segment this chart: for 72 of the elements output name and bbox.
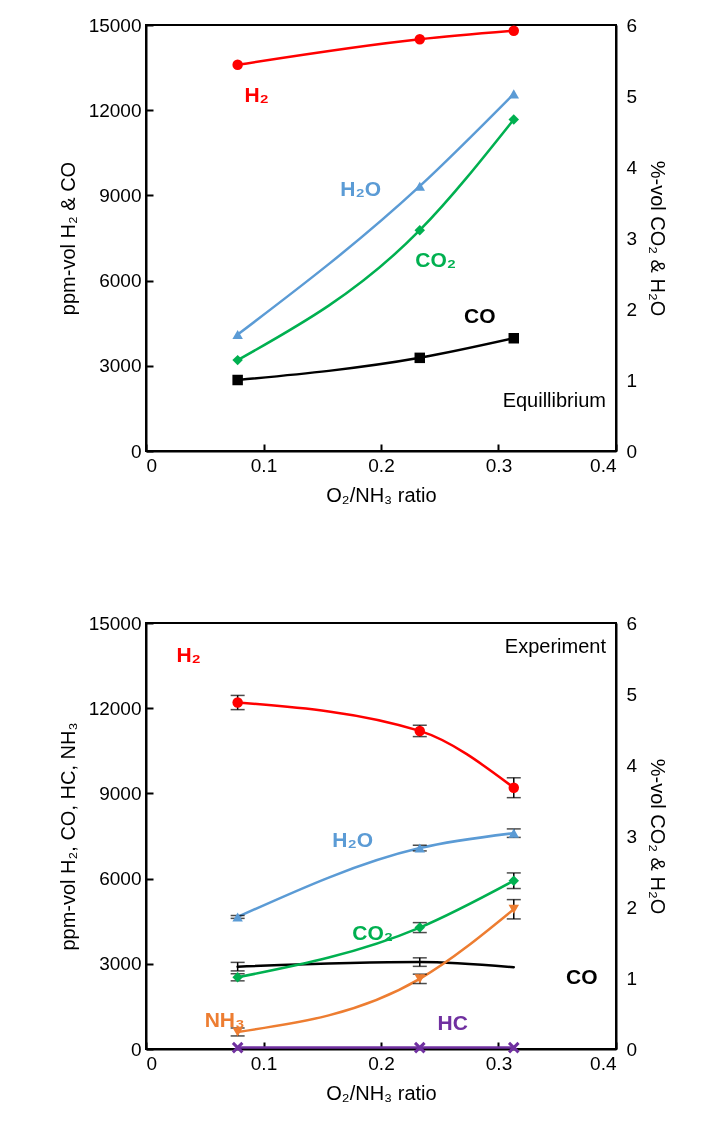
y-tick-label: 6000 bbox=[99, 868, 142, 890]
point bbox=[414, 33, 426, 45]
series-label: CO bbox=[464, 304, 496, 328]
y2-tick-label: 6 bbox=[626, 14, 638, 36]
series-label: HC bbox=[437, 1010, 468, 1034]
series-label: CO₂ bbox=[352, 920, 394, 944]
x-axis-title: O₂/NH₃ ratio bbox=[326, 483, 437, 506]
annotation: Equillibrium bbox=[502, 389, 606, 411]
y-tick-label: 12000 bbox=[88, 697, 142, 719]
y2-tick-label: 3 bbox=[626, 825, 638, 847]
x-axis-title: O₂/NH₃ ratio bbox=[326, 1081, 437, 1104]
y2-tick-label: 0 bbox=[626, 440, 638, 462]
point bbox=[508, 114, 520, 125]
point bbox=[414, 352, 426, 364]
y2-tick-label: 4 bbox=[626, 156, 638, 178]
point bbox=[508, 333, 520, 344]
y2-tick-label: 1 bbox=[626, 967, 638, 989]
y-axis-title: ppm-vol H₂, CO, HC, NH₃ bbox=[56, 722, 79, 951]
y2-tick-label: 1 bbox=[626, 369, 638, 391]
y2-tick-label: 0 bbox=[626, 1038, 638, 1060]
series-label: CO₂ bbox=[415, 248, 457, 272]
y2-tick-label: 4 bbox=[626, 754, 638, 776]
y-tick-label: 12000 bbox=[88, 99, 142, 121]
x-tick-label: 0.1 bbox=[250, 1052, 278, 1074]
point bbox=[508, 782, 520, 793]
y-axis-title: ppm-vol H₂ & CO bbox=[56, 161, 79, 316]
point bbox=[508, 25, 520, 36]
y2-tick-label: 2 bbox=[626, 298, 638, 320]
series-label: NH₃ bbox=[204, 1007, 245, 1031]
y-tick-label: 9000 bbox=[99, 184, 142, 206]
point bbox=[507, 1041, 521, 1054]
point bbox=[414, 181, 426, 191]
y2-tick-label: 5 bbox=[626, 683, 638, 705]
x-tick-label: 0.3 bbox=[485, 454, 513, 476]
point bbox=[413, 1041, 427, 1054]
y-tick-label: 3000 bbox=[99, 355, 142, 377]
series-label: H₂ bbox=[244, 82, 269, 106]
x-tick-label: 0.1 bbox=[250, 454, 278, 476]
y2-axis-title: %-vol CO₂ & H₂O bbox=[647, 160, 670, 317]
point bbox=[508, 875, 520, 886]
y-tick-label: 9000 bbox=[99, 782, 142, 804]
point bbox=[232, 374, 243, 386]
text: H₂ bbox=[176, 642, 201, 666]
point bbox=[508, 904, 520, 914]
series-label: H₂O bbox=[340, 177, 382, 201]
y2-tick-label: 3 bbox=[626, 227, 638, 249]
x-tick-label: 0.3 bbox=[485, 1052, 513, 1074]
point bbox=[232, 354, 243, 366]
y-tick-label: 6000 bbox=[99, 270, 142, 292]
y2-tick-label: 2 bbox=[626, 896, 638, 918]
y-tick-label: 0 bbox=[130, 440, 142, 462]
point bbox=[231, 1041, 244, 1054]
x-tick-label: 0.4 bbox=[590, 454, 617, 476]
point bbox=[508, 89, 520, 99]
y-tick-label: 15000 bbox=[88, 612, 142, 634]
y2-tick-label: 5 bbox=[626, 85, 638, 107]
x-tick-label: 0.2 bbox=[368, 1052, 395, 1074]
x-tick-label: 0 bbox=[146, 1052, 158, 1074]
point bbox=[232, 59, 243, 70]
x-tick-label: 0.4 bbox=[590, 1052, 617, 1074]
y-tick-label: 3000 bbox=[99, 953, 142, 975]
y-tick-label: 15000 bbox=[88, 14, 142, 36]
y2-axis-title: %-vol CO₂ & H₂O bbox=[647, 758, 670, 915]
text: CO bbox=[566, 965, 598, 989]
y2-tick-label: 6 bbox=[626, 612, 638, 634]
x-tick-label: 0.2 bbox=[368, 454, 395, 476]
point bbox=[232, 330, 243, 340]
annotation: Experiment bbox=[504, 635, 607, 657]
x-tick-label: 0 bbox=[146, 454, 158, 476]
point bbox=[414, 224, 426, 236]
y-tick-label: 0 bbox=[130, 1038, 142, 1060]
series-label: H₂O bbox=[332, 828, 374, 852]
